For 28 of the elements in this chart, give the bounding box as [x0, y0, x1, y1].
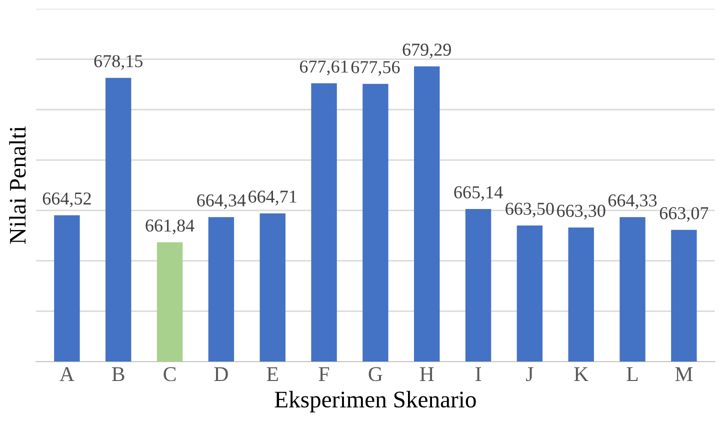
x-tick-label: D — [214, 367, 228, 381]
data-label: 679,29 — [402, 44, 451, 58]
x-axis-title: Eksperimen Skenario — [274, 390, 476, 412]
data-label: 664,33 — [608, 194, 657, 210]
data-label: 664,52 — [42, 192, 91, 208]
data-label: 663,30 — [557, 204, 606, 220]
data-label: 664,34 — [197, 194, 246, 210]
data-label: 664,71 — [248, 190, 296, 206]
x-tick-label: E — [266, 367, 278, 381]
data-label: 677,56 — [351, 61, 400, 76]
x-tick-label: G — [368, 367, 382, 382]
data-label: 678,15 — [94, 55, 142, 70]
x-tick-label: A — [60, 367, 74, 381]
x-tick-label: C — [164, 367, 176, 382]
y-axis-title: Nilai Penalti — [9, 126, 26, 244]
x-tick-label: B — [112, 367, 124, 381]
x-tick-label: J — [526, 367, 534, 382]
data-label: 665,14 — [454, 186, 503, 201]
data-label: 677,61 — [300, 60, 348, 76]
x-tick-label: H — [420, 367, 434, 381]
data-label: 663,50 — [506, 202, 554, 218]
x-tick-label: I — [476, 367, 482, 381]
data-label: 661,84 — [146, 219, 194, 234]
x-tick-label: M — [675, 367, 693, 381]
x-tick-label: L — [626, 367, 638, 381]
data-label: 663,07 — [660, 207, 708, 222]
x-tick-label: K — [574, 367, 588, 381]
x-tick-label: F — [318, 367, 330, 381]
